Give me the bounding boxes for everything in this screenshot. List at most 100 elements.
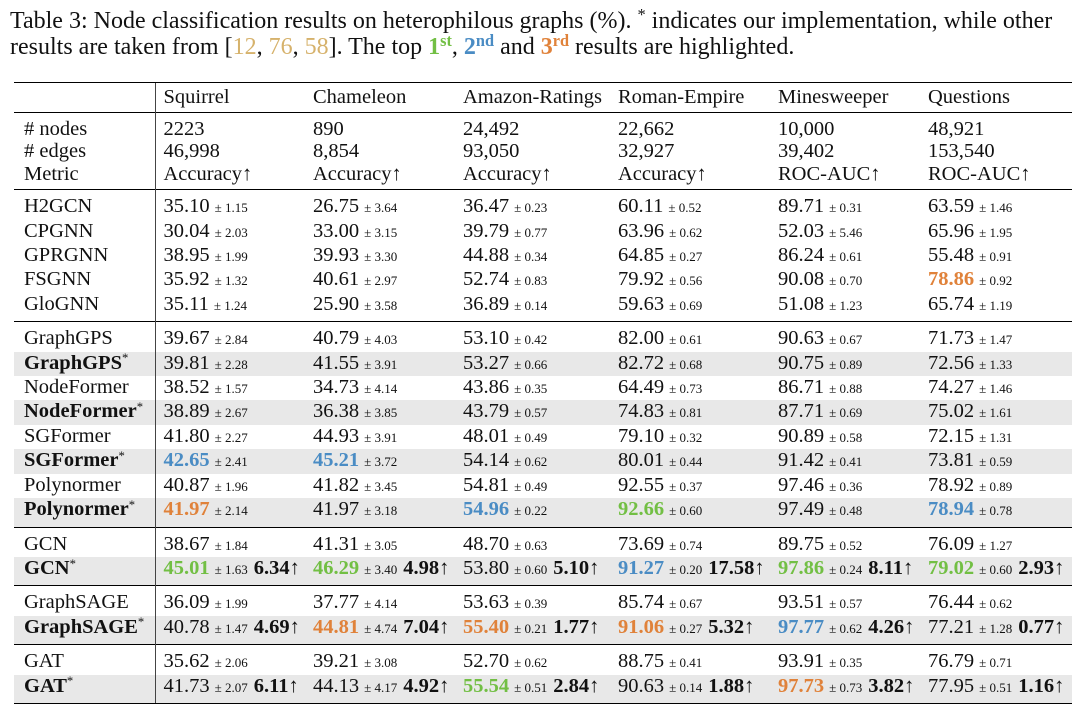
row-label-text: NodeFormer [24,400,137,423]
table-row-graphgps: GraphGPS 39.67 ± 2.84 40.79 ± 4.03 53.10 ± 0.4… [14,321,1072,352]
gain-value: 1.88↑ [708,674,755,697]
row-label: # edges [14,140,155,162]
cell-text: 39,402 [778,140,835,163]
std-value: ± 0.31 [829,200,863,216]
value-cell: 90.75 ± 0.89 [770,351,920,377]
cell-text: 46,998 [163,140,220,163]
std-value: ± 0.58 [829,429,863,445]
value-cell: 82.00 ± 0.61 [610,321,770,352]
gain-value: 4.26↑ [868,615,915,638]
std-value: ± 0.78 [979,503,1013,519]
gain-value: 5.10↑ [553,556,600,579]
value-cell: 90.08 ± 0.70 [770,268,920,292]
value-cell: 26.75 ± 3.64 [305,189,455,220]
mean-value: 78.86 [928,268,975,291]
table-row-nodeformer: NodeFormer 38.52 ± 1.57 34.73 ± 4.14 43.86 ± 0… [14,376,1072,401]
value-cell: 46.29 ± 3.40 4.98↑ [305,556,455,586]
row-label: SGFormer* [14,448,155,474]
value-cell: 40.79 ± 4.03 [305,321,455,352]
value-cell: 44.13 ± 4.17 4.92↑ [305,674,455,704]
std-value: ± 4.17 [364,679,398,695]
mean-value: 86.24 [778,244,825,267]
value-cell: 37.77 ± 4.14 [305,585,455,616]
std-value: ± 0.57 [829,596,863,612]
std-value: ± 2.84 [214,332,248,348]
value-cell: 79.92 ± 0.56 [610,268,770,292]
value-cell: 92.55 ± 0.37 [610,474,770,498]
value-cell: ROC-AUC↑ [920,163,1072,190]
value-cell: 43.86 ± 0.35 [455,376,610,400]
value-cell: 42.65 ± 2.41 [154,449,305,474]
implementation-star: * [128,497,136,512]
value-cell: 72.15 ± 1.31 [920,425,1072,449]
value-cell: 46,998 [154,140,305,163]
std-value: ± 3.72 [364,454,398,470]
mean-value: 54.14 [463,449,510,472]
mean-value: 79.02 [928,556,975,579]
table-row-gat-ours: GAT* 41.73 ± 2.07 6.11↑ 44.13 ± 4.17 4.92↑ 55.5… [14,674,1072,704]
std-value: ± 0.23 [514,200,548,216]
value-cell: 38.67 ± 1.84 [154,526,305,557]
gain-value: 2.93↑ [1018,556,1065,579]
std-value: ± 0.34 [514,249,548,265]
value-cell: 44.93 ± 3.91 [305,425,455,449]
mean-value: 65.96 [928,219,975,242]
mean-value: 55.54 [463,674,510,697]
caption-superscript: * [637,5,646,25]
table-row-fsgnn: FSGNN 35.92 ± 1.32 40.61 ± 2.97 52.74 ± 0.83 79… [14,268,1072,293]
value-cell: 55.40 ± 0.21 1.77↑ [455,615,610,645]
std-value: ± 1.63 [214,561,248,577]
std-value: ± 0.62 [669,224,703,240]
std-value: ± 0.41 [829,454,863,470]
value-cell: 36.89 ± 0.14 [455,293,610,322]
std-value: ± 0.24 [829,561,863,577]
std-value: ± 0.62 [514,454,548,470]
mean-value: 79.92 [618,268,665,291]
value-cell: 90.63 ± 0.67 [770,321,920,352]
mean-value: 41.97 [313,498,360,521]
value-cell: 63.59 ± 1.46 [920,189,1072,220]
mean-value: 89.71 [778,195,825,218]
value-cell: 97.73 ± 0.73 3.82↑ [770,674,920,704]
gain-value: 2.84↑ [553,674,600,697]
std-value: ± 0.69 [669,297,703,313]
caption-line: results are taken from [12, 76, 58]. The… [10,33,1076,60]
caption-rank-label: 2 [463,34,476,60]
std-value: ± 1.23 [829,297,863,313]
mean-value: 77.95 [928,674,975,697]
implementation-star: * [66,674,74,689]
value-cell: 97.46 ± 0.36 [770,474,920,498]
mean-value: 76.09 [928,532,975,555]
gain-value: 4.92↑ [403,674,450,697]
std-value: ± 0.20 [669,561,703,577]
mean-value: 36.09 [163,591,210,614]
caption-line: Table 3: Node classification results on … [10,5,1076,34]
value-cell: 78.92 ± 0.89 [920,474,1072,498]
row-label: NodeFormer* [14,400,155,425]
value-cell: 80.01 ± 0.44 [610,449,770,474]
implementation-star: * [118,448,125,463]
value-cell: 79.10 ± 0.32 [610,425,770,449]
mean-value: 97.46 [778,473,825,496]
std-value: ± 0.27 [669,249,703,265]
mean-value: 44.81 [313,615,360,638]
mean-value: 72.15 [928,424,975,447]
mean-value: 36.47 [463,195,510,218]
caption-rank-label: 3 [540,34,553,60]
value-cell: 87.71 ± 0.69 [770,400,920,425]
row-label: CPGNN [14,220,155,244]
mean-value: 73.81 [928,449,975,472]
row-label-text: Polynormer [24,473,121,496]
mean-value: 63.59 [928,195,975,218]
mean-value: 79.10 [618,424,665,447]
value-cell: 32,927 [610,140,770,162]
value-cell: 36.09 ± 1.99 [154,585,305,616]
value-cell: 33.00 ± 3.15 [305,220,455,244]
cell-text: 10,000 [778,118,835,140]
mean-value: 40.78 [163,615,210,638]
value-cell: 35.10 ± 1.15 [154,189,305,220]
mean-value: 97.73 [778,674,825,697]
mean-value: 35.10 [163,195,210,218]
std-value: ± 3.58 [364,297,398,313]
row-label-text: Polynormer [24,498,129,521]
